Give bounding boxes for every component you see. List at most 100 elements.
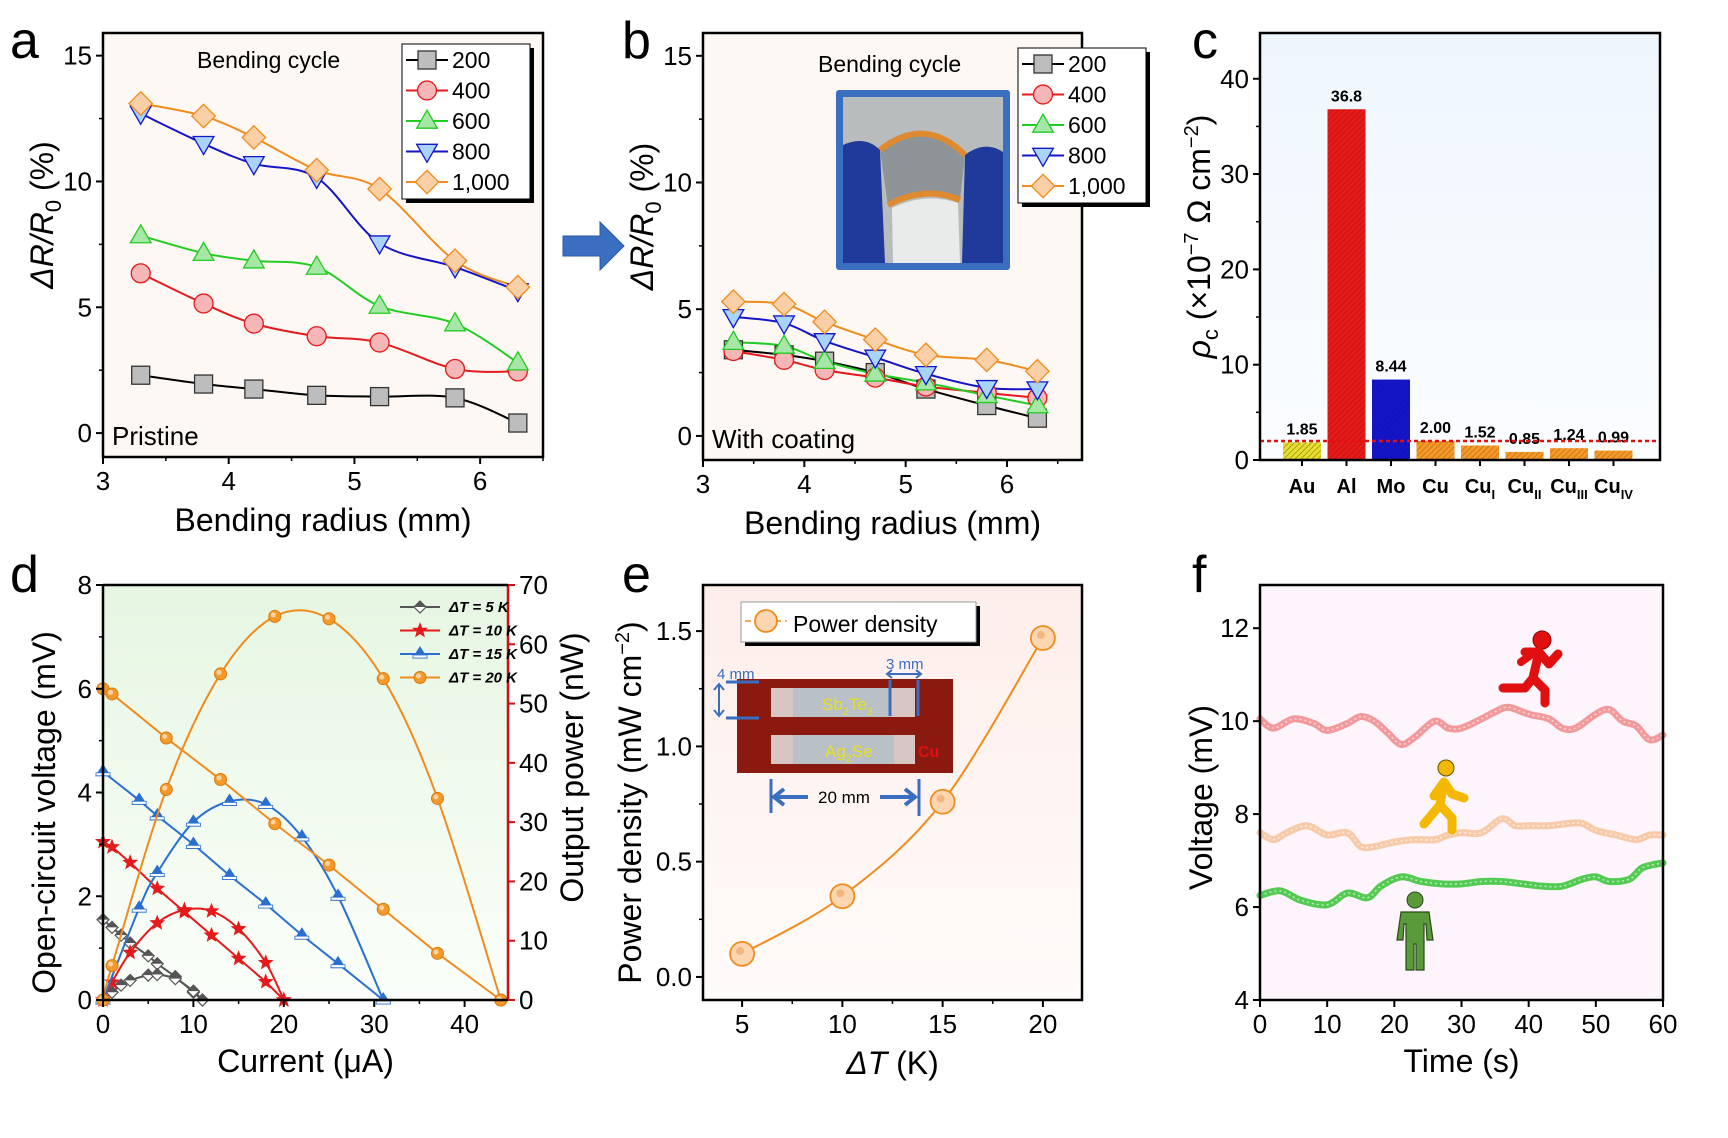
panel-b-chart: 3 4 5 6 0 5 10 15 With coating Bending cycle 200 40…	[624, 31, 1150, 541]
panel-a-point-1,000	[505, 274, 531, 300]
panel-a-xtick-label: 6	[473, 466, 487, 496]
panel-e-x-axis-title: ΔT (K)	[845, 1045, 939, 1081]
panel-c-ytick-label: 10	[1220, 350, 1249, 380]
walking-person-icon	[1419, 759, 1469, 835]
panel-a-point-800	[242, 155, 266, 176]
panel-b-legend-label: 200	[1068, 51, 1106, 77]
panel-d-legend-label: ΔT = 5 K	[448, 599, 510, 616]
panel-b-point-600	[813, 349, 837, 370]
panel-f-ytick-label: 8	[1235, 799, 1249, 829]
panel-a-point-200	[369, 386, 390, 407]
panel-b-legend-marker	[1030, 173, 1056, 199]
panel-a-point-600	[368, 293, 392, 314]
bar-Cu_I	[1461, 445, 1499, 460]
panel-d-power-point	[257, 954, 274, 970]
panel-b-legend-label: 600	[1068, 112, 1106, 138]
panel-b-legend-marker	[1031, 147, 1055, 168]
panel-d-ytick-label: 0	[78, 985, 92, 1015]
panel-c-plot-area	[1260, 33, 1660, 460]
dim-arrow-left-icon	[770, 787, 808, 807]
panel-d-voltage-point-base	[294, 935, 310, 940]
panel-b-ytick-label: 10	[663, 168, 692, 198]
panel-d-power-point-top	[115, 979, 128, 986]
dim-label-3mm: 3 mm	[886, 656, 924, 673]
panel-a-point-600	[242, 248, 266, 269]
panel-d-voltage-point	[257, 973, 274, 989]
panel-d-voltage-point	[104, 838, 121, 854]
panel-d-voltage-point-highlight	[162, 734, 168, 740]
panel-b-legend-label: 1,000	[1068, 173, 1126, 199]
panel-d-voltage-point-base	[330, 964, 346, 969]
panel-a-point-600	[506, 350, 530, 371]
panel-d-voltage-point	[122, 854, 139, 870]
category-label-Cu_I: CuI	[1465, 476, 1495, 502]
dim-arrow-vertical-icon	[713, 682, 725, 718]
panel-a-point-400	[369, 332, 390, 353]
panel-e-xtick-label: 5	[735, 1009, 749, 1039]
panel-a-point-200	[445, 388, 465, 408]
panel-d-y-axis-title: Open-circuit voltage (mV)	[26, 631, 62, 994]
ag2se-leg	[771, 735, 913, 764]
panel-b-ytick-label: 15	[663, 41, 692, 71]
glove-right	[962, 146, 1003, 263]
panel-a-legend-marker	[414, 169, 440, 195]
panel-d-xtick-label: 40	[450, 1009, 479, 1039]
panel-b-point-800	[975, 379, 999, 400]
panel-a-point-800	[368, 235, 392, 256]
panel-a-point-200	[508, 413, 528, 433]
panel-b-point-600	[721, 330, 745, 351]
panel-d-xtick-label: 10	[179, 1009, 208, 1039]
panel-c-y-axis-title: ρc (×10−7 Ω cm−2)	[1181, 115, 1223, 360]
panel-d-voltage-point-highlight	[216, 775, 222, 781]
panel-c-chart: 1.85 Au 36.8 Al 8.44 Mo 2.00 Cu 1.52 CuI 0.85 CuII 1…	[1181, 31, 1662, 502]
panel-d-ytick-right-label: 10	[519, 926, 548, 956]
panel-a-chart: 3 4 5 6 0 5 10 15 Pristine Bending cycle 200 400 600…	[24, 31, 545, 538]
panel-d-power-point	[122, 944, 139, 960]
panel-a-point-600	[305, 254, 329, 275]
panel-d-power-point-highlight	[433, 794, 439, 800]
panel-f-chart: 0 10 20 30 40 50 60 4 6 8 10 12 Time (s) Voltage (mV)	[1183, 583, 1678, 1079]
walking-body	[1419, 777, 1469, 835]
panel-f-xtick-label: 60	[1649, 1009, 1678, 1039]
panel-a-point-1,000	[366, 176, 393, 202]
panel-d-power-point-top	[106, 986, 119, 993]
category-label-Cu_II: CuII	[1508, 476, 1542, 502]
inset-label-sb2te3: Sb2Te3	[822, 695, 873, 718]
panel-f-xtick-label: 30	[1447, 1009, 1476, 1039]
bar-Mo	[1372, 379, 1410, 460]
panel-d-ytick-label: 2	[78, 881, 92, 911]
inset-label-ag2se: Ag2Se	[825, 742, 873, 765]
panel-d-ytick-right-label: 60	[519, 629, 548, 659]
bent-film	[880, 131, 965, 205]
panel-c-frame	[1258, 31, 1662, 462]
panel-d-ytick-right-label: 0	[519, 985, 533, 1015]
panel-a-xtick-label: 4	[221, 466, 235, 496]
panel-d-voltage-point-top	[124, 936, 137, 943]
panel-label-d: d	[10, 546, 39, 604]
panel-d-power-point-base	[131, 908, 147, 913]
panel-d-power-point	[176, 901, 193, 917]
panel-a-legend-label: 600	[452, 108, 490, 134]
panel-e-chart: Sb2Te3 Ag2Se Cu 4 mm 3 mm 20 mm 5 10 15 20 0.0 0.5 1…	[612, 583, 1084, 1081]
panel-d-legend-marker	[411, 622, 429, 638]
panel-d-ytick-right-label: 50	[519, 689, 548, 719]
panel-a-point-200	[244, 379, 264, 399]
dim-label-4mm: 4 mm	[717, 666, 755, 683]
panel-b-point-600	[863, 361, 887, 382]
panel-d-ytick-right-label: 70	[519, 570, 548, 600]
panel-d-power-point	[230, 920, 247, 936]
panel-d-ytick-label: 8	[78, 570, 92, 600]
panel-a-y-axis-title: ΔR/R0 (%)	[24, 141, 66, 289]
panel-d-power-point-top	[151, 968, 164, 975]
panel-f-trace-walking	[1256, 815, 1667, 852]
panel-label-a: a	[10, 12, 39, 70]
panel-d-legend-marker-highlight	[416, 673, 421, 679]
coating-top	[878, 130, 968, 158]
panel-d-legend-marker-base	[412, 654, 428, 659]
bar-Cu_IV	[1594, 450, 1633, 460]
panel-c-ytick-label: 20	[1220, 254, 1249, 284]
panel-d-ytick-right-label: 30	[519, 807, 548, 837]
panel-d-voltage-point-highlight	[379, 905, 385, 911]
panel-f-xtick-label: 0	[1253, 1009, 1267, 1039]
